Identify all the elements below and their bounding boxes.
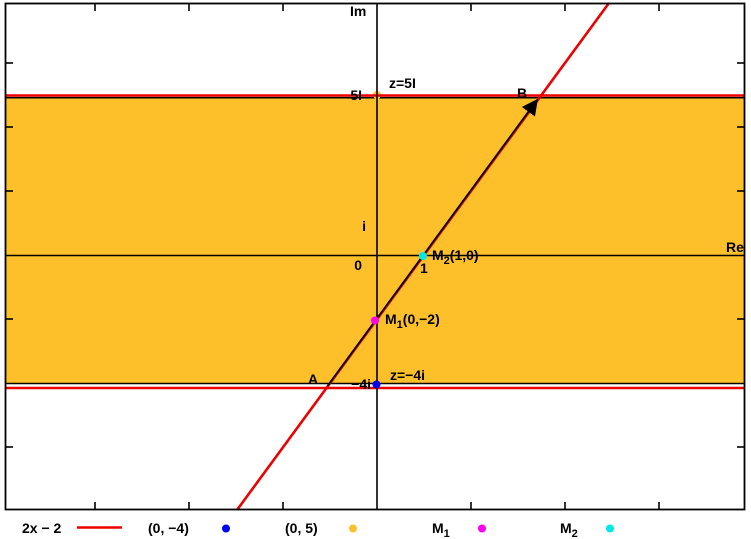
annotation-z-neg4i: z=−4i bbox=[390, 367, 425, 383]
annotation-m2: M2(1,0) bbox=[432, 247, 479, 267]
axis-ticks bbox=[5, 3, 745, 510]
legend-label-0-neg4: (0, −4) bbox=[148, 520, 189, 536]
legend-label-m2: M2 bbox=[560, 520, 578, 539]
solution-band bbox=[6, 97, 745, 384]
five-i-tick-label: 5I bbox=[350, 87, 362, 103]
point-m1 bbox=[371, 316, 379, 325]
annotation-z-5i: z=5I bbox=[389, 75, 416, 91]
im-axis-label: Im bbox=[350, 3, 366, 19]
annotation-m1: M1(0,−2) bbox=[385, 311, 440, 331]
legend-label-line: 2x − 2 bbox=[22, 520, 62, 536]
one-tick-label: 1 bbox=[420, 260, 428, 276]
legend: 2x − 2 (0, −4) (0, 5) M1 M2 bbox=[22, 520, 614, 539]
annotation-a: A bbox=[308, 371, 318, 387]
legend-dot-blue bbox=[222, 524, 230, 533]
origin-label: 0 bbox=[354, 257, 362, 273]
legend-label-m1: M1 bbox=[432, 520, 450, 539]
legend-dot-magenta bbox=[478, 524, 486, 533]
vector-a-to-b bbox=[326, 98, 538, 387]
i-tick-label: i bbox=[362, 218, 366, 234]
legend-label-0-5: (0, 5) bbox=[285, 520, 318, 536]
annotation-b: B bbox=[517, 85, 527, 101]
point-m2 bbox=[419, 252, 427, 260]
legend-dot-cyan bbox=[606, 524, 614, 533]
legend-dot-orange bbox=[349, 524, 357, 533]
re-axis-label: Re bbox=[726, 239, 744, 255]
neg-four-i-tick-label: −4i bbox=[351, 376, 371, 392]
point-0-neg4 bbox=[372, 380, 381, 389]
plot-border bbox=[4, 2, 746, 511]
